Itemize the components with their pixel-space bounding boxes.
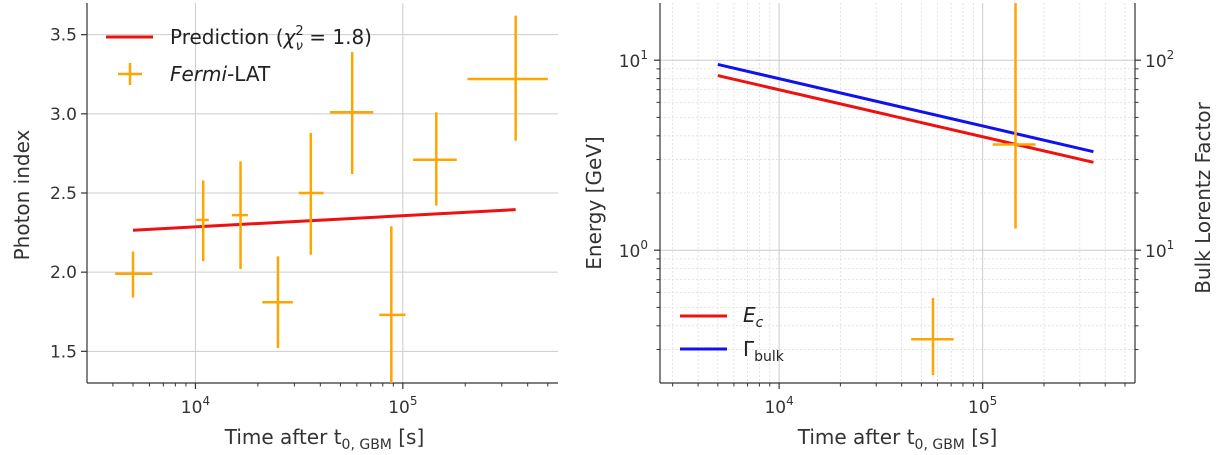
x-tick-label: 105 (388, 394, 417, 418)
fermi-lat-point (379, 226, 406, 383)
y-tick-label: 2.0 (50, 263, 77, 283)
fermi-lat-point (413, 112, 457, 206)
legend-gamma-label: Γbulk (743, 337, 785, 365)
y-tick-label: 1.5 (50, 342, 77, 362)
y-tick-label: 2.5 (50, 184, 77, 204)
fermi-lat-point (298, 132, 324, 255)
y-axis-label: Photon index (10, 129, 34, 260)
right-chart: Time after t0, GBM [s] Energy [GeV] Bulk L… (582, 3, 1215, 453)
y-tick-label: 3.5 (50, 26, 77, 46)
gamma-bulk-line (717, 62, 1094, 154)
ec-line (717, 74, 1094, 164)
y-axis-label: Energy [GeV] (582, 136, 606, 269)
legend-prediction-label: Prediction (χ2 ν = 1.8) (170, 24, 372, 54)
fermi-lat-point (467, 15, 548, 141)
plot-area (115, 15, 548, 383)
fermi-lat-point (262, 256, 293, 349)
prediction-line (132, 208, 516, 232)
x-axis-label: Time after t0, GBM [s] (797, 425, 998, 453)
fermi-lat-point (329, 52, 374, 174)
y-tick-label: 100 (619, 238, 648, 262)
y2-axis-label: Bulk Lorentz Factor (1191, 101, 1215, 293)
legend-fermi-lat-swatch (118, 63, 142, 85)
legend: Ec Γbulk (680, 303, 785, 365)
y2-tick-label: 102 (1145, 48, 1174, 72)
legend-fermi-lat-label: Fermi-LAT (170, 62, 271, 86)
fermi-lat-point (992, 3, 1036, 229)
fermi-lat-point (196, 180, 209, 262)
x-axis-label: Time after t0, GBM [s] (224, 425, 425, 453)
legend: Prediction (χ2 ν = 1.8) Fermi-LAT (106, 24, 372, 86)
left-chart: 1.5 2.0 2.5 3.0 3.5 Time after t0, GBM [s] Pho… (10, 3, 558, 453)
grid (660, 3, 1135, 383)
x-tick-label: 104 (181, 394, 210, 418)
x-tick-label: 105 (968, 394, 997, 418)
y-tick-label: 3.0 (50, 105, 77, 125)
plot-area (717, 3, 1094, 376)
fermi-lat-point (115, 251, 153, 298)
x-tick-label: 104 (764, 394, 793, 418)
y2-tick-label: 101 (1145, 238, 1174, 262)
fermi-lat-point (231, 161, 248, 269)
legend-ec-label: Ec (743, 303, 764, 331)
y-tick-label: 101 (619, 48, 648, 72)
fermi-lat-point (911, 298, 954, 376)
